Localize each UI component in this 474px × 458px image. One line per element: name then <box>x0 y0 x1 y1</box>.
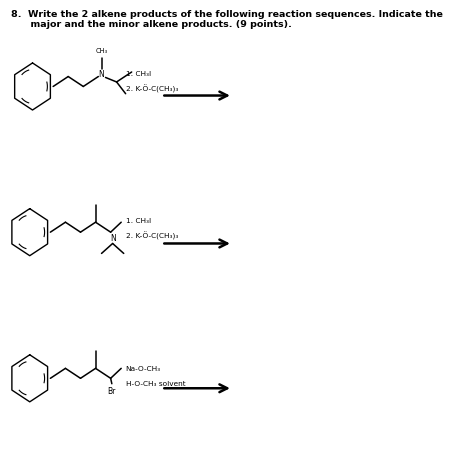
Text: major and the minor alkene products. (9 points).: major and the minor alkene products. (9 … <box>11 20 292 29</box>
Text: N: N <box>110 234 116 244</box>
Text: H-O-CH₃ solvent: H-O-CH₃ solvent <box>126 382 185 387</box>
Text: Br: Br <box>108 387 116 396</box>
Text: Na-O-CH₃: Na-O-CH₃ <box>126 365 161 371</box>
Text: 1. CH₃I: 1. CH₃I <box>126 218 151 224</box>
Text: 1. CH₃I: 1. CH₃I <box>126 71 151 77</box>
Text: CH₃: CH₃ <box>95 48 108 54</box>
Text: 2. K-Ö-C(CH₃)₃: 2. K-Ö-C(CH₃)₃ <box>126 232 178 240</box>
Text: 8.  Write the 2 alkene products of the following reaction sequences. Indicate th: 8. Write the 2 alkene products of the fo… <box>11 10 443 19</box>
Text: 2. K-Ö-C(CH₃)₃: 2. K-Ö-C(CH₃)₃ <box>126 85 178 93</box>
Text: N: N <box>99 70 104 79</box>
